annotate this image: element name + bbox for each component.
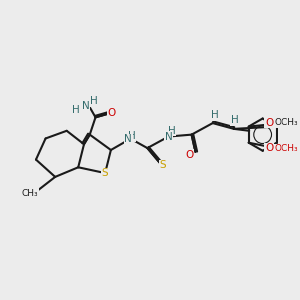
Text: O: O bbox=[185, 150, 194, 160]
Text: H: H bbox=[90, 96, 98, 106]
Text: N: N bbox=[82, 101, 90, 111]
Text: N: N bbox=[165, 132, 172, 142]
Text: OCH₃: OCH₃ bbox=[274, 118, 298, 127]
Text: OCH₃: OCH₃ bbox=[274, 144, 298, 153]
Text: S: S bbox=[159, 160, 166, 170]
Text: CH₃: CH₃ bbox=[22, 189, 38, 198]
Text: O: O bbox=[265, 118, 273, 128]
Text: S: S bbox=[102, 168, 108, 178]
Text: N: N bbox=[124, 134, 132, 144]
Text: H: H bbox=[231, 116, 239, 125]
Text: O: O bbox=[107, 108, 116, 118]
Text: H: H bbox=[211, 110, 218, 120]
Text: H: H bbox=[72, 105, 80, 116]
Text: H: H bbox=[168, 126, 176, 136]
Text: O: O bbox=[265, 143, 273, 154]
Text: H: H bbox=[128, 131, 136, 141]
